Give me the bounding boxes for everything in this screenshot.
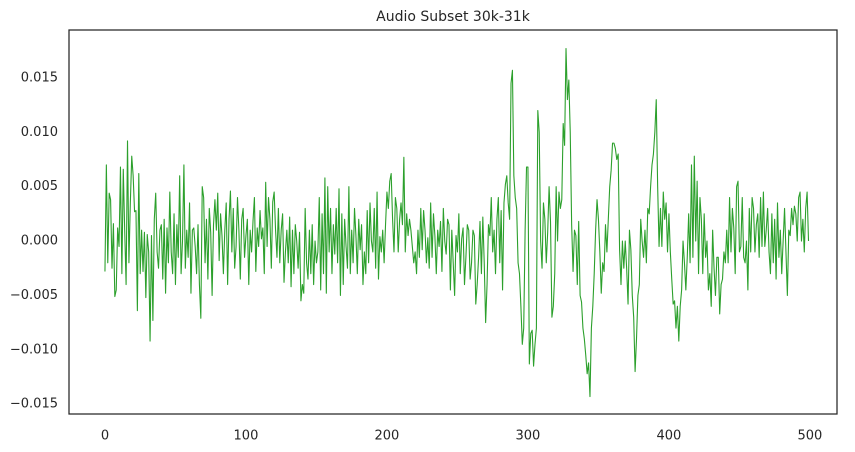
x-tick-label: 500 bbox=[798, 429, 823, 444]
y-tick-label: −0.015 bbox=[10, 397, 58, 412]
line-series bbox=[104, 47, 810, 398]
y-tick-label: 0.015 bbox=[21, 70, 58, 85]
y-tick-label: 0.005 bbox=[21, 179, 58, 194]
x-tick-label: 100 bbox=[234, 429, 259, 444]
x-tick-label: 300 bbox=[516, 429, 541, 444]
x-tick-label: 400 bbox=[657, 429, 682, 444]
x-tick-label: 0 bbox=[101, 429, 109, 444]
chart-title: Audio Subset 30k-31k bbox=[376, 9, 531, 25]
x-tick-label: 200 bbox=[375, 429, 400, 444]
y-tick-label: −0.005 bbox=[10, 288, 58, 303]
plot-frame bbox=[68, 29, 838, 415]
y-tick-label: −0.010 bbox=[10, 342, 58, 357]
y-tick-label: 0.010 bbox=[21, 125, 58, 140]
y-tick-label: 0.000 bbox=[21, 234, 58, 249]
